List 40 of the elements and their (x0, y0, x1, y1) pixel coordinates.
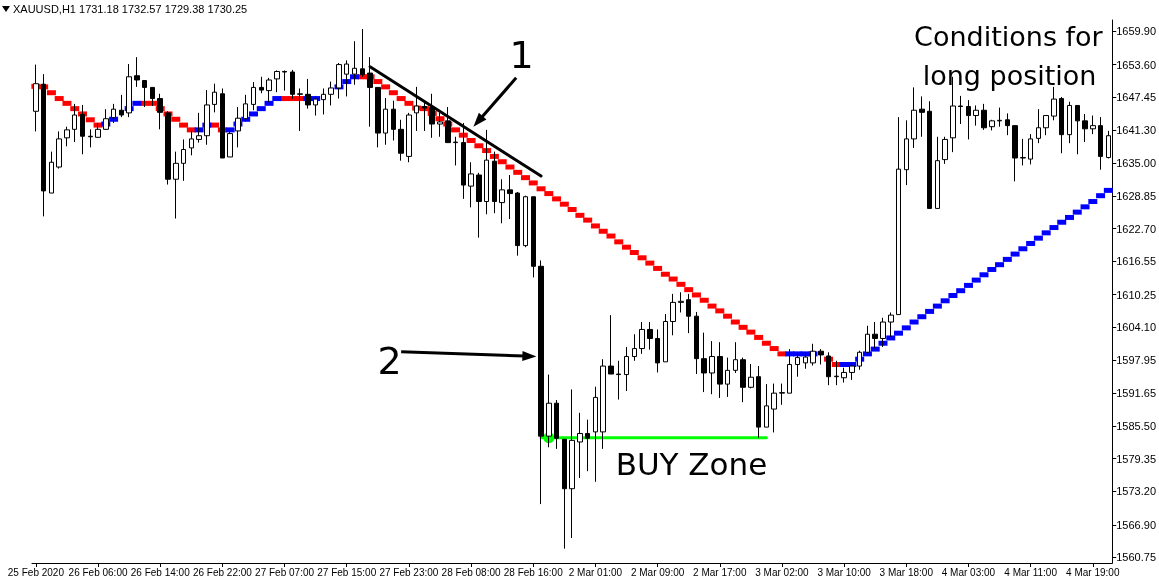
y-tick-label: 1641.30 (1116, 123, 1156, 136)
x-tick-label: 27 Feb 15:00 (317, 566, 377, 578)
y-tick-label: 1591.65 (1116, 387, 1156, 400)
y-tick-label: 1560.75 (1116, 551, 1156, 564)
x-tick-label: 3 Mar 18:00 (879, 566, 934, 578)
x-tick-label: 26 Feb 22:00 (192, 566, 253, 578)
x-tick-label: 26 Feb 06:00 (68, 566, 128, 578)
annotation: 1 (509, 33, 534, 78)
y-tick-label: 1604.10 (1116, 321, 1156, 334)
x-tick-label: 27 Feb 07:00 (255, 566, 315, 578)
y-tick-label: 1635.00 (1116, 157, 1156, 170)
x-tick-label: 26 Feb 14:00 (130, 566, 191, 578)
y-tick-label: 1573.20 (1116, 485, 1156, 498)
y-tick-label: 1653.60 (1116, 58, 1156, 71)
x-tick-label: 2 Mar 01:00 (568, 566, 623, 578)
y-tick-label: 1659.90 (1116, 25, 1156, 38)
y-tick-label: 1647.45 (1116, 91, 1156, 104)
x-tick-label: 28 Feb 16:00 (503, 566, 564, 578)
x-tick-label: 3 Mar 02:00 (755, 566, 810, 578)
annotation: 2 (377, 338, 402, 383)
y-tick-label: 1597.95 (1116, 353, 1156, 366)
x-tick-label: 2 Mar 17:00 (693, 566, 747, 578)
x-tick-label: 27 Feb 23:00 (379, 566, 439, 578)
chart-title: XAUUSD,H1 1731.18 1732.57 1729.38 1730.25 (13, 2, 248, 15)
x-tick-label: 25 Feb 2020 (7, 566, 65, 578)
y-tick-label: 1622.70 (1116, 222, 1156, 235)
annotation: Conditions for long position (914, 21, 1104, 92)
y-tick-label: 1628.85 (1116, 189, 1156, 202)
x-tick-label: 3 Mar 10:00 (817, 566, 872, 578)
x-tick-label: 4 Mar 03:00 (941, 566, 996, 578)
y-tick-label: 1616.55 (1116, 255, 1156, 268)
y-tick-label: 1566.90 (1116, 518, 1156, 531)
x-tick-label: 4 Mar 19:00 (1066, 566, 1120, 578)
x-tick-label: 2 Mar 09:00 (630, 566, 685, 578)
x-tick-label: 4 Mar 11:00 (1004, 566, 1058, 578)
y-tick-label: 1579.35 (1116, 452, 1156, 465)
x-tick-label: 28 Feb 08:00 (441, 566, 501, 578)
y-tick-label: 1585.50 (1116, 420, 1156, 433)
y-tick-label: 1610.25 (1116, 288, 1156, 301)
annotation: BUY Zone (615, 445, 768, 482)
